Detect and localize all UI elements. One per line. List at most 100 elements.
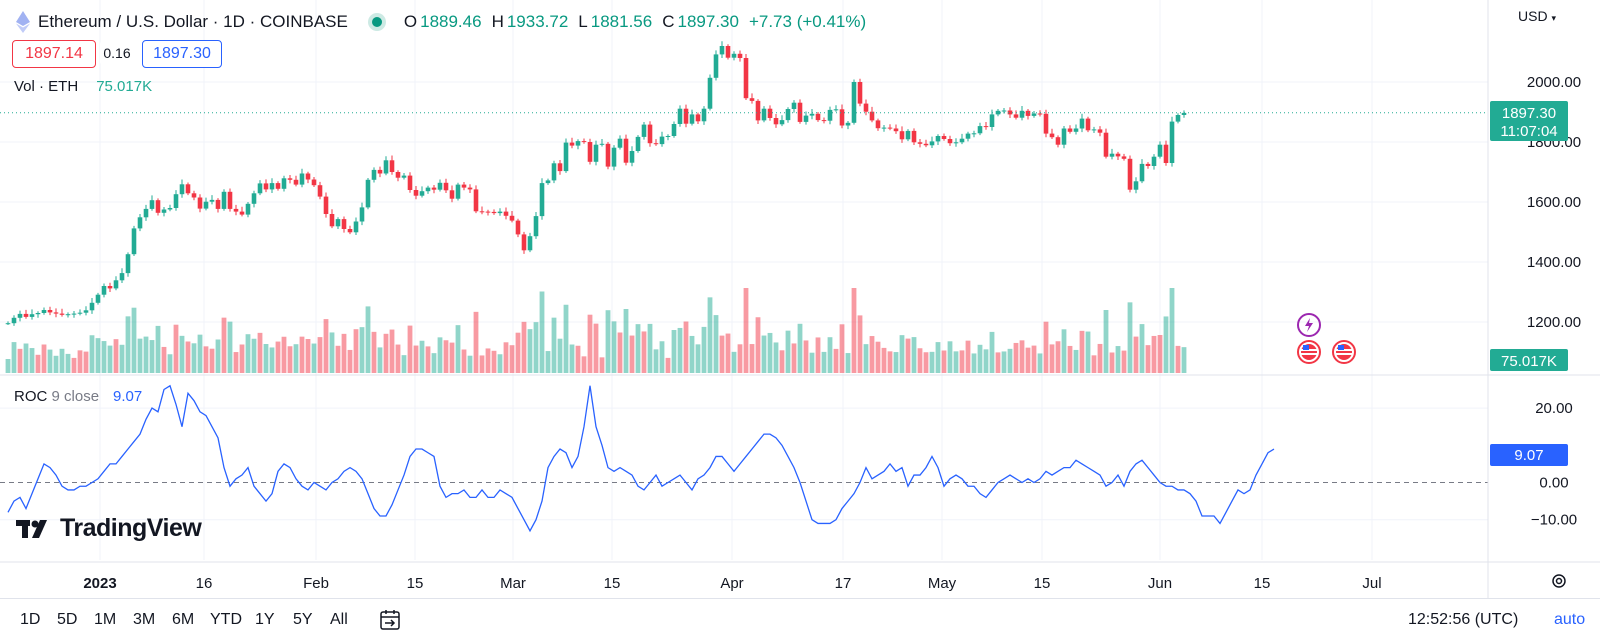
candle-body (1061, 128, 1067, 145)
currency-label: USD (1518, 8, 1548, 24)
roc-tick-label: 20.00 (1535, 400, 1573, 417)
currency-selector[interactable]: USD ▾ (1518, 8, 1556, 24)
market-status-icon[interactable] (371, 17, 382, 27)
candle-body (1055, 137, 1061, 145)
candle-body (359, 207, 365, 222)
timeframe-1d[interactable]: 1D (20, 611, 41, 628)
timeframe-5y[interactable]: 5Y (293, 611, 313, 628)
sell-button[interactable]: 1897.14 (12, 40, 96, 68)
volume-bar (113, 339, 119, 373)
time-tick-label: Apr (720, 575, 743, 592)
volume-bar (233, 352, 239, 373)
candle-body (479, 211, 485, 213)
buy-button[interactable]: 1897.30 (142, 40, 222, 68)
volume-bar (41, 344, 47, 373)
volume-bar (557, 338, 563, 373)
candle-body (803, 115, 809, 122)
volume-bar (1157, 335, 1163, 373)
candle-body (575, 141, 581, 146)
volume-bar (605, 310, 611, 373)
candle-body (695, 114, 701, 122)
clock-display[interactable]: 12:52:56 (UTC) (1408, 611, 1519, 628)
candle-body (959, 138, 965, 143)
volume-bar (239, 344, 245, 373)
timeframe-5d[interactable]: 5D (57, 611, 78, 628)
candle-body (701, 108, 707, 122)
low-label: L (578, 12, 588, 31)
volume-bar (491, 350, 497, 373)
candle-body (149, 200, 155, 209)
volume-bar (659, 341, 665, 373)
volume-bar (797, 323, 803, 373)
volume-bar (53, 355, 59, 373)
volume-bar (47, 349, 53, 373)
candle-body (863, 103, 869, 112)
candlestick-series (0, 41, 1488, 326)
volume-bar (635, 324, 641, 373)
candle-body (347, 229, 353, 233)
lightning-event-icon[interactable] (1297, 313, 1321, 337)
volume-bar (857, 315, 863, 373)
candle-body (173, 194, 179, 208)
volume-bar (989, 331, 995, 373)
candle-body (449, 190, 455, 199)
high-value: 1933.72 (506, 12, 569, 31)
volume-bar (449, 342, 455, 373)
axes: 2000.001800.001600.001400.001200.0020.00… (0, 0, 1600, 598)
timeframe-1m[interactable]: 1M (94, 611, 117, 628)
symbol-title[interactable]: Ethereum / U.S. Dollar · 1D · COINBASE (38, 12, 348, 31)
candle-body (587, 142, 593, 162)
candle-body (371, 169, 377, 180)
volume-bar (809, 352, 815, 373)
volume-bar (203, 346, 209, 373)
volume-bar (1115, 346, 1121, 373)
volume-bar (1109, 352, 1115, 373)
volume-bar (173, 324, 179, 373)
logo-text: TradingView (60, 514, 202, 542)
volume-bar (431, 353, 437, 373)
timeframe-6m[interactable]: 6M (172, 611, 195, 628)
volume-bar (485, 348, 491, 373)
candle-body (1001, 110, 1007, 112)
tradingview-logo[interactable]: TradingView (16, 514, 202, 543)
volume-bar (845, 353, 851, 373)
volume-bar (563, 304, 569, 373)
close-label: C (662, 12, 675, 31)
candle-body (455, 184, 461, 199)
volume-bar (35, 354, 41, 373)
volume-bar (131, 307, 137, 373)
timeframe-ytd[interactable]: YTD (210, 611, 242, 628)
us-flag-event-icon[interactable] (1332, 340, 1356, 364)
candle-body (65, 314, 71, 316)
candle-body (305, 173, 311, 180)
low-value: 1881.56 (590, 12, 653, 31)
timeframe-1y[interactable]: 1Y (255, 611, 275, 628)
candle-body (221, 191, 227, 209)
candle-body (839, 109, 845, 126)
volume-bar (311, 343, 317, 373)
settings-icon[interactable] (1550, 572, 1568, 595)
timeframe-all[interactable]: All (330, 611, 348, 628)
volume-bar (1049, 344, 1055, 373)
auto-scale-button[interactable]: auto (1554, 611, 1586, 628)
volume-bar (467, 355, 473, 373)
candle-body (1025, 110, 1031, 116)
price-tick-label: 1400.00 (1527, 254, 1581, 271)
calendar-icon[interactable] (378, 609, 402, 636)
roc-legend[interactable]: ROC 9 close 9.07 (14, 388, 142, 405)
candle-body (269, 183, 275, 190)
volume-bar (419, 340, 425, 373)
us-flag-event-icon[interactable] (1297, 340, 1321, 364)
volume-bar (983, 349, 989, 373)
candle-body (971, 133, 977, 135)
volume-bar (95, 338, 101, 373)
volume-legend[interactable]: Vol · ETH 75.017K (14, 78, 152, 95)
candle-body (1109, 153, 1115, 157)
candle-body (191, 193, 197, 198)
candle-body (887, 127, 893, 129)
time-tick-label: 2023 (83, 575, 116, 592)
candle-body (35, 313, 41, 315)
volume-bar (971, 353, 977, 373)
timeframe-3m[interactable]: 3M (133, 611, 156, 628)
